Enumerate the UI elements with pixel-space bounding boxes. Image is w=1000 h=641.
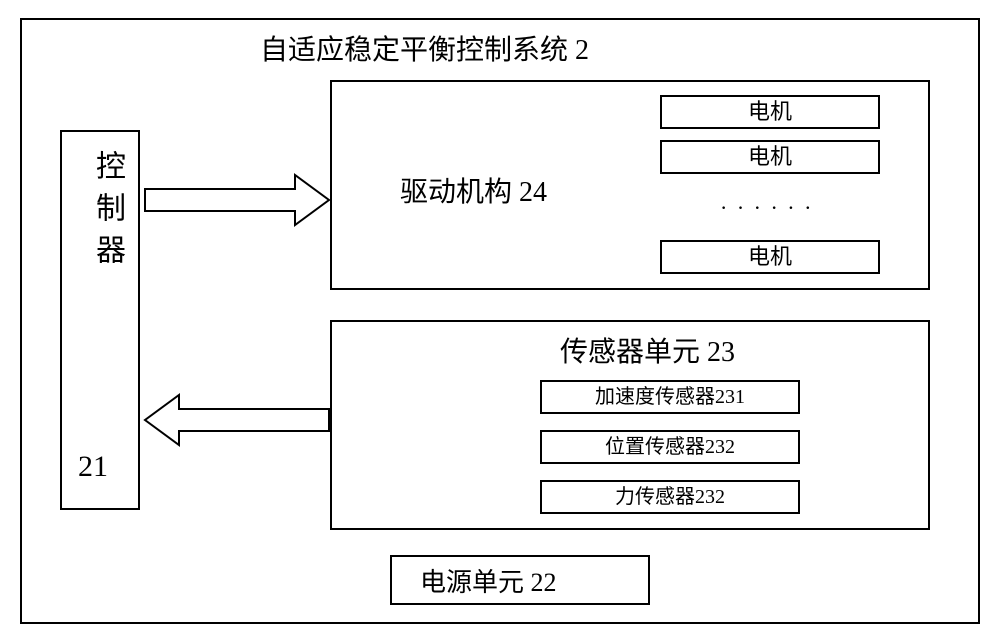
drive-label: 驱动机构 24 — [400, 170, 547, 210]
sensor-item-2-label: 位置传感器232 — [605, 436, 735, 458]
sensor-item-2: 位置传感器232 — [540, 430, 800, 464]
diagram-title: 自适应稳定平衡控制系统 2 — [260, 28, 589, 68]
controller-number: 21 — [78, 450, 108, 484]
sensor-item-1: 加速度传感器231 — [540, 380, 800, 414]
motor-ellipsis: · · · · · · — [720, 195, 813, 221]
motor-box-2: 电机 — [660, 140, 880, 174]
sensor-item-3: 力传感器232 — [540, 480, 800, 514]
controller-label: 控制器 — [85, 150, 129, 276]
sensor-item-3-label: 力传感器232 — [615, 486, 725, 508]
sensor-label: 传感器单元 23 — [560, 330, 735, 370]
motor-label-2: 电机 — [748, 144, 792, 169]
power-label: 电源单元 22 — [420, 562, 557, 599]
arrow-to-drive — [145, 175, 330, 225]
motor-box-1: 电机 — [660, 95, 880, 129]
motor-box-3: 电机 — [660, 240, 880, 274]
arrow-from-sensor — [145, 395, 330, 445]
motor-label-3: 电机 — [748, 244, 792, 269]
sensor-item-1-label: 加速度传感器231 — [595, 386, 745, 408]
diagram-canvas: 自适应稳定平衡控制系统 2 控制器 21 驱动机构 24 电机 电机 · · ·… — [0, 0, 1000, 641]
motor-label-1: 电机 — [748, 99, 792, 124]
